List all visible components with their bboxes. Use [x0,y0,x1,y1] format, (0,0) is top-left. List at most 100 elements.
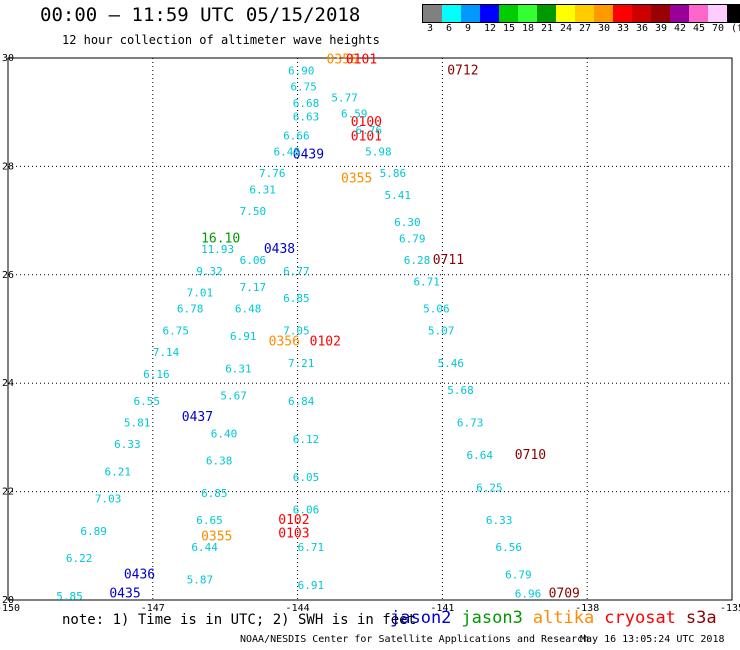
data-point-swh: 6.78 [177,303,204,316]
data-point-swh: 6.59 [341,108,368,121]
data-point-swh: 6.33 [114,438,141,451]
data-point-swh: 5.06 [423,303,450,316]
legend-swatch [651,5,670,22]
data-point-swh: 7.76 [259,167,286,180]
legend-label: 12 [484,23,497,34]
data-point-swh: 7.01 [187,286,214,299]
data-point-swh: 6.76 [356,124,383,137]
data-point-swh: 5.86 [380,167,407,180]
data-point-jason2: 0435 [109,586,140,601]
data-point-swh: 6.91 [230,330,257,343]
x-tick-label: -144 [286,603,310,614]
satellite-legend-item: s3a [685,608,717,628]
satellite-legend: jason2 jason3 altika cryosat s3a [390,608,727,628]
y-tick-label: 28 [2,161,14,172]
data-point-swh: 6.56 [495,541,522,554]
legend-swatch [461,5,480,22]
data-point-altika: 0356 [269,334,300,349]
data-point-swh: 6.21 [105,465,131,478]
plot-frame [7,57,733,601]
data-point-swh: 6.38 [206,455,233,468]
legend-label: 39 [655,23,668,34]
chart-subtitle: 12 hour collection of altimeter wave hei… [62,33,380,47]
legend-swatch [727,5,740,22]
data-point-swh: 5.68 [447,384,474,397]
data-point-altika: 0356 [327,52,358,67]
data-point-swh: 7.03 [95,492,122,505]
satellite-legend-item: altika [532,608,595,628]
data-point-s3a: 0712 [447,63,478,78]
data-point-swh: 6.65 [196,514,223,527]
legend-label: 27 [579,23,592,34]
data-point-swh: 6.91 [298,579,325,592]
satellite-legend-item: jason2 [390,608,452,628]
legend-label: 9 [465,23,472,34]
legend-swatch [575,5,594,22]
x-tick-label: -150 [0,603,20,614]
data-point-swh: 7.17 [240,281,267,294]
legend-swatch [556,5,575,22]
data-point-s3a: 0710 [515,448,546,463]
satellite-legend-item: cryosat [604,608,676,628]
data-point-swh: 5.98 [365,146,392,159]
legend-label: 3 [427,23,434,34]
data-point-s3a: 0709 [549,586,580,601]
generated-timestamp: May 16 13:05:24 UTC 2018 [580,634,725,645]
data-point-s3a: 0711 [433,253,464,268]
data-point-swh: 6.55 [133,395,160,408]
data-point-cryosat: 0100 [351,115,382,130]
data-point-swh: 6.31 [225,362,252,375]
data-point-swh: 6.48 [273,146,300,159]
x-tick-label: -147 [141,603,165,614]
data-point-swh: 6.89 [80,525,107,538]
data-point-swh: 6.44 [191,541,218,554]
legend-swatch [480,5,499,22]
data-point-swh: 6.12 [293,433,320,446]
data-point-swh: 7.14 [153,346,180,359]
data-point-swh: 6.48 [235,303,262,316]
legend-swatch [689,5,708,22]
data-point-swh: 6.66 [283,129,310,142]
data-point-swh: 6.90 [288,64,315,77]
y-tick-label: 26 [2,270,14,281]
legend-label: 30 [598,23,611,34]
legend-label: 42 [674,23,687,34]
data-point-swh: 7.21 [288,357,315,370]
data-point-swh: 6.85 [201,487,228,500]
data-point-swh: 6.40 [211,427,238,440]
data-point-swh: 5.85 [56,590,82,603]
data-point-swh: 6.85 [283,292,310,305]
data-point-swh: 5.77 [331,91,358,104]
data-point-jason2: 0436 [124,567,155,582]
satellite-legend-item: jason3 [461,608,523,628]
data-point-swh: 6.79 [399,232,426,245]
data-point-swh: 6.75 [290,81,317,94]
data-point-cryosat: 0102 [310,334,341,349]
data-point-swh: 6.05 [293,471,320,484]
data-point-swh: 6.06 [293,503,320,516]
data-point-swh: 6.79 [505,568,532,581]
data-point-swh: 6.84 [288,395,315,408]
data-point-cryosat: 0101 [346,52,377,67]
data-point-jason2: 0438 [264,242,295,257]
data-point-swh: 6.16 [143,368,170,381]
y-tick-label: 30 [2,53,14,64]
data-point-swh: 6.25 [476,482,503,495]
data-point-altika: 0355 [201,529,232,544]
data-point-swh: 5.07 [428,324,455,337]
legend-swatch [613,5,632,22]
footnote: note: 1) Time is in UTC; 2) SWH is in fe… [62,612,417,628]
legend-label: 36 [636,23,649,34]
data-point-swh: 6.96 [515,587,542,600]
data-point-swh: 11.93 [201,243,234,256]
data-point-swh: 6.63 [293,110,320,123]
legend-label: 21 [541,23,554,34]
data-point-swh: 5.87 [187,574,214,587]
legend-swatch [708,5,727,22]
credit-line: NOAA/NESDIS Center for Satellite Applica… [240,634,590,645]
data-point-swh: 6.73 [457,417,484,430]
data-point-swh: 7.05 [283,324,310,337]
y-tick-label: 20 [2,595,14,606]
data-point-cryosat: 0103 [278,527,309,542]
